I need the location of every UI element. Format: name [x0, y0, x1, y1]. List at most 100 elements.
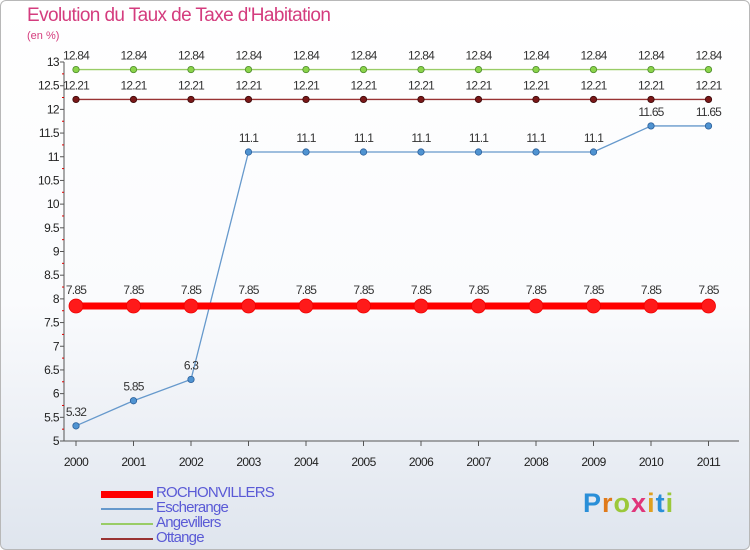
data-label-rochonvillers: 7.85: [238, 283, 259, 297]
data-point-rochonvillers: [68, 298, 84, 314]
data-label-angevillers: 12.84: [638, 49, 665, 63]
data-label-angevillers: 12.84: [408, 49, 435, 63]
data-point-rochonvillers: [643, 298, 659, 314]
x-tick-label: 2011: [697, 455, 721, 469]
logo-letter: o: [613, 488, 632, 518]
data-label-rochonvillers: 7.85: [526, 283, 547, 297]
data-label-rochonvillers: 7.85: [583, 283, 604, 297]
data-point-angevillers: [302, 65, 310, 74]
data-point-escherange: [72, 422, 80, 430]
x-tick-label: 2008: [524, 455, 549, 469]
data-label-escherange: 11.1: [354, 131, 374, 145]
logo-letter: x: [631, 488, 648, 518]
legend-swatch: [101, 508, 153, 510]
data-point-escherange: [704, 122, 713, 130]
y-tick-label: 8: [53, 292, 60, 306]
y-tick-label: 8.5: [44, 268, 60, 282]
y-tick-label: 5: [53, 434, 60, 448]
data-label-ottange: 12.21: [235, 78, 262, 92]
x-tick-label: 2004: [294, 455, 319, 469]
y-tick-label: 11: [48, 150, 60, 164]
y-tick-label: 12: [47, 102, 60, 116]
data-point-angevillers: [532, 65, 540, 74]
data-point-ottange: [474, 95, 483, 104]
data-point-ottange: [72, 95, 80, 104]
data-point-ottange: [532, 95, 540, 104]
data-point-angevillers: [359, 65, 368, 74]
data-label-escherange: 11.1: [584, 131, 604, 145]
data-label-ottange: 12.21: [580, 78, 607, 92]
data-label-angevillers: 12.84: [695, 49, 722, 63]
data-label-rochonvillers: 7.85: [468, 283, 489, 297]
data-point-ottange: [244, 95, 253, 104]
data-point-escherange: [244, 148, 253, 156]
data-label-angevillers: 12.84: [235, 49, 262, 63]
data-label-ottange: 12.21: [695, 78, 722, 92]
logo-letter: r: [602, 488, 614, 518]
data-point-ottange: [589, 95, 598, 104]
data-point-ottange: [704, 95, 713, 104]
data-point-escherange: [474, 148, 483, 156]
legend-swatch: [101, 523, 153, 525]
y-tick-label: 9: [53, 245, 60, 259]
data-point-rochonvillers: [183, 298, 199, 314]
data-label-angevillers: 12.84: [120, 49, 147, 63]
legend-label: ROCHONVILLERS: [156, 484, 275, 501]
data-point-angevillers: [474, 65, 483, 74]
legend-label: Ottange: [156, 529, 205, 546]
data-point-ottange: [187, 95, 195, 104]
data-point-escherange: [417, 148, 425, 156]
x-tick-label: 2005: [351, 455, 376, 469]
proxiti-logo: Proxiti: [583, 488, 674, 519]
data-label-escherange: 5.32: [66, 405, 87, 419]
data-point-escherange: [647, 122, 655, 130]
data-label-rochonvillers: 7.85: [296, 283, 317, 297]
data-label-rochonvillers: 7.85: [66, 283, 87, 297]
data-label-escherange: 11.1: [411, 131, 431, 145]
data-label-escherange: 11.65: [638, 105, 664, 119]
x-tick-label: 2007: [466, 455, 491, 469]
y-tick-label: 12.5: [38, 79, 60, 93]
data-point-angevillers: [72, 65, 80, 74]
x-tick-label: 2003: [236, 455, 261, 469]
logo-letter: t: [655, 488, 666, 518]
data-label-angevillers: 12.84: [63, 49, 90, 63]
data-point-escherange: [589, 148, 598, 156]
data-label-ottange: 12.21: [523, 78, 550, 92]
data-point-angevillers: [129, 65, 138, 74]
x-tick-label: 2009: [581, 455, 606, 469]
data-point-ottange: [647, 95, 655, 104]
logo-letter: P: [583, 488, 603, 518]
x-tick-label: 2000: [64, 455, 89, 469]
legend-label: Angevillers: [156, 514, 221, 531]
data-point-rochonvillers: [471, 298, 486, 314]
data-point-rochonvillers: [701, 298, 716, 314]
data-point-escherange: [187, 375, 195, 384]
data-point-rochonvillers: [298, 298, 314, 314]
data-label-rochonvillers: 7.85: [698, 283, 719, 297]
data-point-ottange: [129, 95, 138, 104]
data-label-escherange: 11.1: [526, 131, 546, 145]
data-label-angevillers: 12.84: [350, 49, 377, 63]
y-axis-unit-label: (en %): [27, 30, 60, 42]
data-label-ottange: 12.21: [408, 78, 435, 92]
data-point-ottange: [417, 95, 425, 104]
data-label-escherange: 11.1: [296, 131, 316, 145]
data-label-rochonvillers: 7.85: [123, 283, 144, 297]
data-point-angevillers: [417, 65, 425, 74]
data-label-ottange: 12.21: [638, 78, 665, 92]
data-label-escherange: 5.85: [123, 380, 144, 394]
data-point-escherange: [532, 148, 540, 156]
data-label-escherange: 11.1: [469, 131, 489, 145]
y-tick-label: 11.5: [39, 126, 60, 140]
data-point-angevillers: [589, 65, 598, 74]
data-label-ottange: 12.21: [178, 78, 205, 92]
data-point-angevillers: [187, 65, 195, 74]
data-label-rochonvillers: 7.85: [353, 283, 374, 297]
y-tick-label: 10.5: [38, 173, 60, 187]
data-point-angevillers: [647, 65, 655, 74]
chart-title: Evolution du Taux de Taxe d'Habitation: [27, 5, 331, 26]
data-label-rochonvillers: 7.85: [411, 283, 432, 297]
data-point-escherange: [359, 148, 368, 156]
data-point-angevillers: [704, 65, 713, 74]
